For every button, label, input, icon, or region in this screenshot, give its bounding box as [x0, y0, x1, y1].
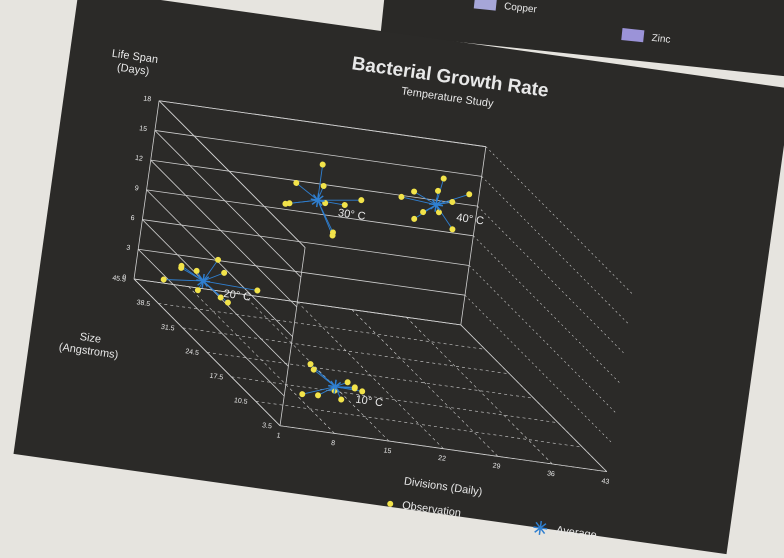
y-tick-label: 18 [143, 95, 152, 103]
x-tick-label: 43 [601, 478, 610, 486]
chart-panel [14, 0, 784, 554]
z-tick-label: 3.5 [262, 422, 273, 430]
legend-label: Zinc [651, 33, 671, 46]
legend-swatch [621, 28, 644, 42]
x-tick-label: 36 [547, 470, 556, 478]
chart: Bacterial Growth Rate Temperature Study … [13, 0, 784, 558]
photo: Copper Zinc Bacterial Growth Rate Temper… [0, 0, 784, 558]
y-tick-label: 15 [139, 125, 148, 133]
x-tick-label: 29 [492, 463, 501, 471]
x-tick-label: 15 [383, 447, 392, 455]
x-tick-label: 22 [438, 455, 447, 463]
y-tick-label: 12 [135, 155, 144, 163]
